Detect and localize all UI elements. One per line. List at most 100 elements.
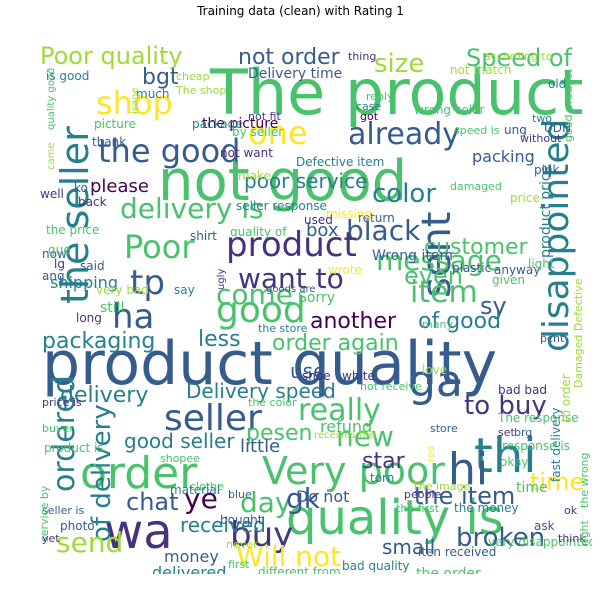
cloud-word-pink: pink [534, 163, 560, 177]
cloud-word-to-order: to order [559, 374, 573, 422]
cloud-word-not-receive: not receive [360, 380, 422, 393]
cloud-word-white: white [342, 369, 375, 383]
cloud-word-the-good: the good [98, 132, 240, 170]
cloud-word-pcnt: pcnt [540, 332, 565, 345]
cloud-word-very-disappointed: very disappointed [488, 535, 592, 549]
cloud-word-good: good [216, 290, 306, 331]
cloud-word-delivery-time: Delivery time [248, 66, 342, 82]
cloud-word-pesen: pesen [246, 421, 312, 446]
cloud-word-picture: picture [94, 117, 136, 131]
cloud-word-thank: thank [92, 135, 126, 149]
cloud-word-bad-quality: bad quality [342, 559, 409, 573]
cloud-word-first: first [228, 558, 250, 571]
cloud-word-money: money [164, 547, 219, 566]
cloud-word-of-good: of good [418, 309, 501, 334]
cloud-word-people: people [404, 488, 442, 501]
cloud-word-material: material [170, 483, 220, 497]
cloud-word-ung: ung [504, 123, 527, 137]
cloud-word-not-fit: not fit [248, 110, 281, 123]
cloud-word-tp: tp [130, 263, 165, 303]
cloud-word-message: message [376, 244, 502, 277]
cloud-word-the-seller: the seller [53, 126, 97, 304]
cloud-word-wrote: wrote [328, 263, 362, 277]
cloud-word-return: return [358, 211, 395, 225]
cloud-word-came: came [46, 142, 57, 170]
cloud-word-ok: ok [564, 504, 578, 517]
cloud-word-received: received [180, 513, 266, 537]
cloud-word-buy: buy [230, 515, 293, 555]
cloud-word-small: small [382, 535, 435, 559]
cloud-word-order: order [80, 448, 198, 499]
cloud-word-is-good: is good [46, 69, 89, 83]
cloud-word-sent: sent [414, 212, 460, 298]
chart-title: Training data (clean) with Rating 1 [197, 4, 404, 18]
cloud-word-bgt: bgt [142, 65, 179, 90]
cloud-word-not-good: not good [158, 149, 407, 214]
cloud-word-used: used [304, 213, 333, 227]
word-cloud: The product not good product quality qualit… [40, 42, 592, 574]
cloud-word-well: well [40, 187, 64, 201]
cloud-word-really: really [298, 393, 381, 428]
cloud-word-chat: chat [126, 488, 179, 516]
cloud-word-order-again: order again [272, 331, 399, 356]
cloud-word-the-order: the order [416, 566, 481, 574]
cloud-word-sorry: Sorry [298, 290, 335, 306]
cloud-word-right: right [578, 519, 591, 546]
cloud-word-thing: thing [348, 50, 376, 63]
cloud-word-brg: brg [514, 426, 532, 439]
cloud-word-long: long [76, 311, 102, 325]
cloud-word-not-want: not want [220, 146, 273, 160]
cloud-word-ko: ko [74, 181, 88, 195]
cloud-word-broken: broken [456, 523, 545, 553]
cloud-word-goods-are: goods are [266, 284, 316, 295]
cloud-word-send: send [56, 526, 123, 559]
cloud-word-response-is: response is [502, 439, 570, 453]
cloud-word-another: another [310, 309, 397, 334]
cloud-word-wrong-item: Wrong item [372, 248, 453, 264]
cloud-word-packaging: packaging [42, 329, 155, 354]
cloud-word-the-store: the store [258, 322, 308, 335]
cloud-word-two: two [532, 112, 552, 125]
cloud-word-isage: isage [130, 87, 141, 114]
cloud-word-box: box [306, 220, 339, 241]
cloud-word-delivery: delivery [60, 383, 148, 408]
cloud-word-without: without [520, 132, 562, 145]
cloud-word-still: still [100, 300, 124, 316]
cloud-word-photo: photo [60, 519, 95, 533]
cloud-word-the-item: the item [414, 482, 515, 510]
cloud-word-back: back [78, 195, 107, 209]
cloud-word-red: red [426, 446, 437, 462]
cloud-word-service-by: service by [40, 485, 51, 542]
cloud-word-come: come [216, 278, 293, 311]
cloud-word-think: think [558, 532, 586, 545]
cloud-word-shoe: shoe [302, 369, 331, 383]
cloud-word-the-wrong: the wrong [578, 452, 591, 508]
cloud-word-blue: blue [228, 488, 252, 501]
cloud-word-udh: UDH [544, 121, 571, 135]
cloud-word-seller-is: seller is [42, 504, 84, 517]
cloud-word-good-seller: good seller [124, 429, 235, 453]
cloud-word-time: time [516, 480, 548, 496]
cloud-word-ang: ang [42, 269, 65, 283]
cloud-word-clothe: clothe [190, 480, 224, 493]
cloud-word-love: love [422, 363, 447, 377]
cloud-word-product: product [226, 225, 357, 265]
cloud-word-day: day [240, 486, 292, 519]
cloud-word-poor-quality: Poor quality [40, 42, 183, 70]
cloud-word-gk: gk [286, 482, 321, 515]
cloud-word-quality-good: quality good [46, 68, 57, 130]
cloud-word-bought: bought [220, 513, 263, 527]
cloud-word-very-bad: very bad [96, 283, 149, 297]
cloud-word-defective-item: Defective item [296, 155, 384, 169]
cloud-word-missing: missing [326, 207, 372, 221]
cloud-word-speed-of: Speed of [466, 44, 573, 72]
cloud-word-wrong-color: wrong color [414, 103, 484, 117]
cloud-word-seller: seller [164, 398, 262, 439]
cloud-word-new: new [336, 420, 394, 453]
cloud-word-seller-response: seller response [236, 199, 327, 213]
cloud-word-item: item [410, 275, 478, 310]
cloud-word-delivered: delivered [152, 563, 226, 574]
cloud-word-little: little [240, 436, 280, 457]
cloud-word-customer: customer [424, 235, 529, 260]
cloud-word-poor-service: poor service [244, 169, 367, 193]
